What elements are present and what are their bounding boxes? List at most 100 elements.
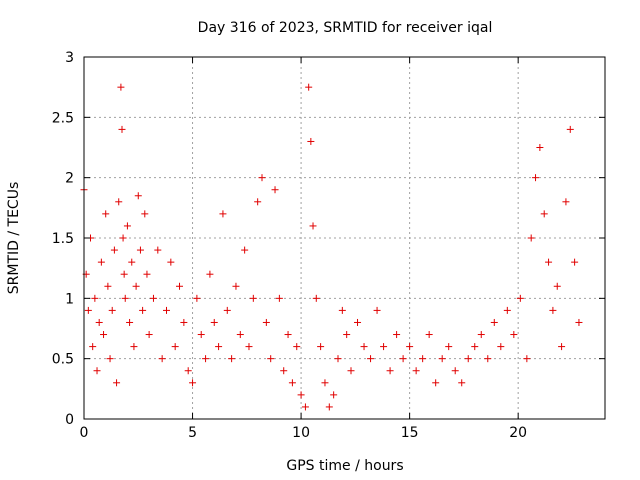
data-point — [141, 210, 149, 218]
data-point — [118, 125, 126, 133]
x-tick-label: 10 — [292, 425, 310, 441]
data-point — [347, 367, 355, 375]
x-axis-label: GPS time / hours — [286, 458, 403, 474]
data-point — [197, 331, 205, 339]
data-point — [100, 331, 108, 339]
data-point — [312, 294, 320, 302]
data-point — [284, 331, 292, 339]
data-point — [102, 210, 110, 218]
data-point — [338, 306, 346, 314]
data-point — [425, 331, 433, 339]
data-point — [176, 282, 184, 290]
data-point — [451, 367, 459, 375]
data-point — [95, 318, 103, 326]
data-point — [271, 186, 279, 194]
data-point — [115, 198, 123, 206]
data-point — [119, 234, 127, 242]
chart-title: Day 316 of 2023, SRMTID for receiver iqa… — [198, 20, 493, 36]
data-point — [223, 306, 231, 314]
data-point — [262, 318, 270, 326]
data-point — [317, 343, 325, 351]
data-point — [445, 343, 453, 351]
data-point — [136, 246, 144, 254]
data-point — [139, 306, 147, 314]
data-point — [516, 294, 524, 302]
data-point — [123, 222, 131, 230]
data-point — [97, 258, 105, 266]
data-point — [549, 306, 557, 314]
y-tick-label: 2 — [65, 171, 74, 187]
data-point — [120, 270, 128, 278]
data-point — [297, 391, 305, 399]
data-point — [438, 355, 446, 363]
data-point — [562, 198, 570, 206]
data-point — [236, 331, 244, 339]
data-point — [386, 367, 394, 375]
data-point — [503, 306, 511, 314]
data-point — [162, 306, 170, 314]
data-point — [232, 282, 240, 290]
x-axis-ticks: 0 5 10 15 20 — [80, 57, 527, 441]
data-point — [354, 318, 362, 326]
data-point — [325, 403, 333, 411]
y-tick-label: 0.5 — [52, 352, 74, 368]
data-point — [575, 318, 583, 326]
data-point — [171, 343, 179, 351]
data-point — [432, 379, 440, 387]
data-point — [288, 379, 296, 387]
data-point — [210, 318, 218, 326]
data-point — [497, 343, 505, 351]
data-point — [91, 294, 99, 302]
data-point — [334, 355, 342, 363]
data-point — [307, 137, 315, 145]
data-point — [330, 391, 338, 399]
data-point — [254, 198, 262, 206]
data-point — [464, 355, 472, 363]
data-point — [154, 246, 162, 254]
grid-lines — [84, 57, 605, 419]
y-axis-ticks: 0 0.5 1 1.5 2 2.5 3 — [52, 50, 605, 428]
data-point — [393, 331, 401, 339]
data-point — [258, 174, 266, 182]
data-point — [532, 174, 540, 182]
data-point — [167, 258, 175, 266]
data-point — [373, 306, 381, 314]
data-point — [206, 270, 214, 278]
data-point — [536, 144, 544, 151]
data-point — [106, 355, 114, 363]
data-point — [471, 343, 479, 351]
data-point — [309, 222, 317, 230]
data-point — [113, 379, 121, 387]
data-point — [89, 343, 97, 351]
data-point — [545, 258, 553, 266]
x-tick-label: 15 — [401, 425, 419, 441]
data-point — [143, 270, 151, 278]
data-point — [305, 83, 313, 91]
data-point — [249, 294, 257, 302]
data-point — [180, 318, 188, 326]
data-point — [130, 343, 138, 351]
data-point — [134, 192, 142, 200]
data-point — [527, 234, 535, 242]
data-point — [293, 343, 301, 351]
data-point — [189, 379, 197, 387]
x-tick-label: 0 — [80, 425, 89, 441]
data-point — [458, 379, 466, 387]
data-point — [523, 355, 531, 363]
data-points — [80, 83, 583, 411]
data-point — [412, 367, 420, 375]
data-point — [477, 331, 485, 339]
data-point — [104, 282, 112, 290]
data-point — [419, 355, 427, 363]
data-point — [245, 343, 253, 351]
data-point — [93, 367, 101, 375]
data-point — [406, 343, 414, 351]
data-point — [280, 367, 288, 375]
data-point — [126, 318, 134, 326]
data-point — [566, 125, 574, 133]
data-point — [399, 355, 407, 363]
data-point — [301, 403, 309, 411]
data-point — [241, 246, 249, 254]
data-point — [343, 331, 351, 339]
y-tick-label: 3 — [65, 50, 74, 66]
